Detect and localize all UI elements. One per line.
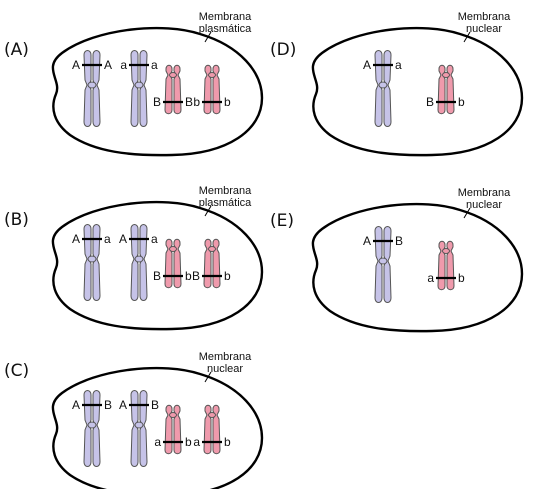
allele-label-left: A <box>72 58 80 72</box>
allele-label-left: A <box>72 398 80 412</box>
panel-label: (B) <box>4 210 29 230</box>
allele-label-left: a <box>193 435 200 449</box>
allele-label-left: A <box>363 234 371 248</box>
membrane-pointer <box>204 371 212 383</box>
panel-label: (C) <box>4 361 29 381</box>
cell-membrane <box>311 202 524 333</box>
cell-panel: (D) Membrana nuclear A a B b <box>270 11 524 157</box>
allele-label-right: b <box>458 95 465 109</box>
allele-label-right: a <box>151 232 158 246</box>
allele-label-right: a <box>395 58 402 72</box>
allele-label-left: A <box>119 232 127 246</box>
membrane-label: Membrana plasmática <box>199 185 252 209</box>
membrane-pointer <box>204 205 212 217</box>
cell-membrane <box>51 200 264 331</box>
allele-label-left: A <box>119 398 127 412</box>
allele-label-right: B <box>151 398 159 412</box>
allele-label-left: a <box>120 58 127 72</box>
membrane-label: Membrana nuclear <box>199 351 252 375</box>
allele-label-right: b <box>185 435 192 449</box>
membrane-pointer <box>204 31 212 43</box>
allele-label-left: b <box>193 95 200 109</box>
allele-label-right: B <box>185 95 193 109</box>
membrane-pointer <box>463 31 471 43</box>
cell-membrane <box>311 26 524 157</box>
allele-label-left: B <box>192 269 200 283</box>
allele-label-right: a <box>104 232 111 246</box>
allele-label-left: a <box>154 435 161 449</box>
allele-label-left: A <box>72 232 80 246</box>
cell-membrane <box>51 26 264 157</box>
panel-label: (E) <box>270 211 294 231</box>
allele-label-left: A <box>363 58 371 72</box>
allele-label-left: a <box>427 271 434 285</box>
allele-label-right: b <box>458 271 465 285</box>
allele-label-left: B <box>153 269 161 283</box>
allele-label-right: B <box>395 234 403 248</box>
allele-label-right: b <box>224 435 231 449</box>
allele-label-right: B <box>104 398 112 412</box>
panel-label: (A) <box>4 40 29 60</box>
panel-label: (D) <box>270 40 296 60</box>
allele-label-right: a <box>151 58 158 72</box>
membrane-label: Membrana nuclear <box>458 11 511 35</box>
membrane-pointer <box>463 207 471 219</box>
allele-label-right: A <box>104 58 112 72</box>
allele-label-left: B <box>153 95 161 109</box>
allele-label-right: b <box>224 269 231 283</box>
allele-label-right: b <box>224 95 231 109</box>
cell-membrane <box>51 366 264 489</box>
allele-label-left: B <box>426 95 434 109</box>
membrane-label: Membrana nuclear <box>458 187 511 211</box>
allele-label-right: b <box>185 269 192 283</box>
membrane-label: Membrana plasmática <box>199 11 252 35</box>
